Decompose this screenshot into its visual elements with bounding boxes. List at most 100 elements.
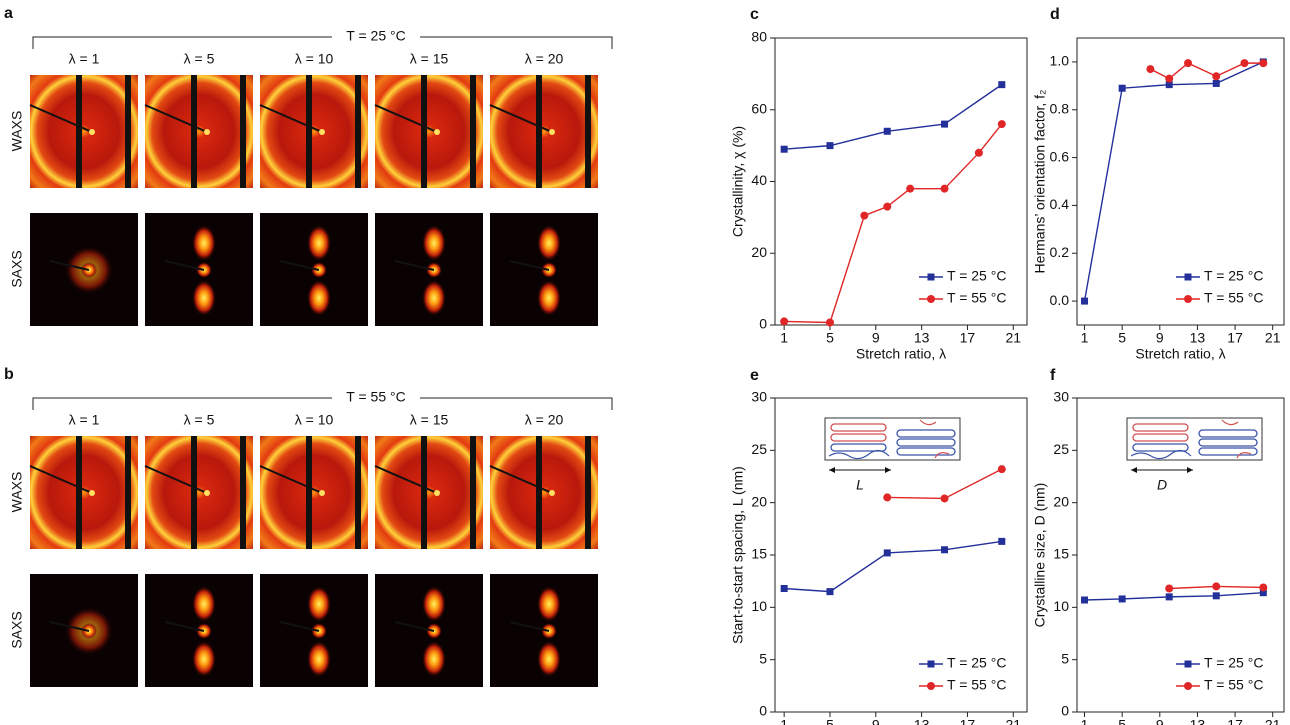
beam-center	[434, 490, 440, 496]
y-tick-label: 20	[751, 493, 767, 509]
lamella	[1198, 429, 1258, 438]
beamstop	[394, 260, 435, 271]
point	[1165, 81, 1173, 89]
y-tick-label: 0	[759, 316, 767, 332]
y-tick-label: 40	[751, 172, 767, 188]
saxs-lobe	[307, 586, 331, 622]
y-tick-label: 20	[751, 244, 767, 260]
legend-label: T = 55 °C	[947, 677, 1006, 693]
point	[997, 120, 1006, 129]
panel-letter: b	[4, 366, 14, 383]
inset-label: L	[856, 477, 864, 493]
saxs-lobe	[422, 586, 446, 622]
point	[1259, 59, 1268, 68]
beamstop	[144, 465, 208, 494]
x-tick-label: 21	[1265, 330, 1281, 346]
y-tick-label: 10	[1053, 598, 1069, 614]
x-tick-label: 5	[1118, 717, 1126, 725]
legend-marker	[927, 660, 935, 668]
lamella	[896, 438, 956, 447]
row-label: WAXS	[9, 111, 25, 152]
x-tick-label: 17	[960, 330, 976, 346]
point	[1259, 589, 1267, 597]
detector-gap	[470, 436, 476, 549]
y-tick-label: 25	[751, 441, 767, 457]
waxs-image	[30, 436, 138, 549]
point	[998, 81, 1006, 89]
detector-gap	[585, 436, 591, 549]
waxs-image	[145, 436, 253, 549]
y-tick-label: 1.0	[1050, 53, 1070, 69]
x-tick-label: 1	[780, 717, 788, 725]
y-axis-label: Crystalline size, D (nm)	[1032, 483, 1048, 628]
beamstop	[259, 104, 323, 133]
y-tick-label: 25	[1053, 441, 1069, 457]
legend-label: T = 25 °C	[947, 655, 1006, 671]
panel-letter: f	[1050, 367, 1056, 384]
legend-marker	[927, 682, 935, 690]
column-label: λ = 10	[295, 412, 334, 428]
beamstop	[509, 621, 550, 632]
x-tick-label: 17	[960, 717, 976, 725]
panel-letter: a	[4, 5, 13, 22]
point	[941, 120, 949, 128]
point	[1259, 583, 1268, 592]
detector-gap	[125, 75, 131, 188]
waxs-image	[490, 436, 598, 549]
column-label: λ = 1	[69, 51, 100, 67]
lamella	[1132, 443, 1189, 452]
beamstop	[259, 465, 323, 494]
detector-gap	[76, 436, 82, 549]
point	[1081, 596, 1089, 604]
beamstop	[374, 465, 438, 494]
x-tick-label: 17	[1227, 330, 1243, 346]
x-tick-label: 5	[826, 717, 834, 725]
beamstop	[164, 260, 205, 271]
legend-marker	[1184, 273, 1192, 281]
panel-letter: e	[750, 367, 759, 384]
detector-gap	[421, 75, 427, 188]
point	[906, 184, 915, 193]
waxs-image	[375, 436, 483, 549]
saxs-lobe	[422, 641, 446, 677]
point	[883, 127, 891, 135]
point	[1165, 74, 1174, 83]
y-tick-label: 0.2	[1050, 244, 1070, 260]
point	[1165, 584, 1174, 593]
beam-center	[549, 490, 555, 496]
beam-center	[204, 129, 210, 135]
point	[940, 184, 949, 193]
legend-label: T = 55 °C	[947, 290, 1006, 306]
x-tick-label: 9	[1156, 330, 1164, 346]
column-label: λ = 5	[184, 412, 215, 428]
point	[883, 549, 891, 557]
beamstop	[509, 260, 550, 271]
waxs-image	[490, 75, 598, 188]
detector-gap	[355, 75, 361, 188]
y-tick-label: 30	[751, 389, 767, 405]
detector-gap	[191, 75, 197, 188]
column-label: λ = 15	[410, 51, 449, 67]
point	[1118, 84, 1126, 92]
legend-label: T = 55 °C	[1204, 677, 1263, 693]
lamella	[896, 447, 956, 456]
series-line	[784, 540, 1002, 593]
y-tick-label: 5	[759, 650, 767, 666]
point	[940, 494, 949, 503]
y-tick-label: 0	[1061, 703, 1069, 719]
y-tick-label: 10	[751, 598, 767, 614]
chain	[828, 449, 890, 460]
beam-center	[319, 490, 325, 496]
point	[826, 588, 834, 596]
detector-gap	[355, 436, 361, 549]
lamella	[1132, 433, 1189, 442]
x-tick-label: 1	[1081, 717, 1089, 725]
point	[974, 148, 983, 157]
beam-center	[89, 129, 95, 135]
y-tick-label: 30	[1053, 389, 1069, 405]
x-tick-label: 21	[1005, 330, 1021, 346]
beamstop	[489, 465, 553, 494]
temperature-label: T = 25 °C	[346, 28, 405, 44]
waxs-image	[30, 75, 138, 188]
beam-center	[434, 129, 440, 135]
